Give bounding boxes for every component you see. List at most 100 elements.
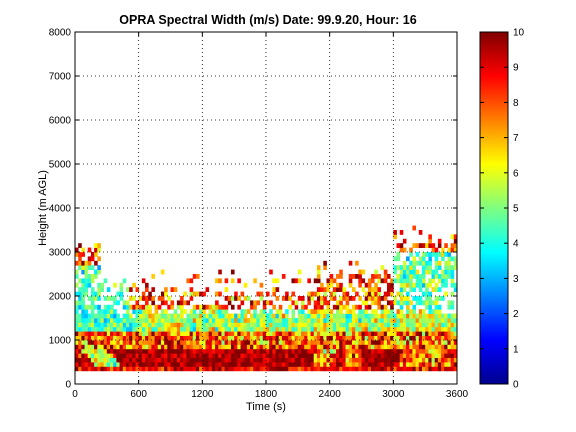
heatmap-cell: [90, 326, 95, 332]
heatmap-cell: [447, 326, 452, 332]
heatmap-cell: [447, 256, 452, 262]
heatmap-cell: [342, 318, 346, 323]
heatmap-cell: [291, 278, 296, 284]
heatmap-cell: [176, 366, 181, 372]
heatmap-cell: [355, 322, 359, 328]
heatmap-cell: [415, 331, 420, 336]
heatmap-cell: [415, 243, 420, 248]
heatmap-cell: [278, 304, 283, 310]
heatmap-cell: [418, 300, 423, 306]
heatmap-cell: [170, 362, 175, 367]
heatmap-cell: [199, 291, 203, 297]
heatmap-cell: [412, 348, 417, 354]
heatmap-cell: [97, 353, 101, 358]
heatmap-cell: [141, 313, 146, 319]
heatmap-cell: [269, 331, 273, 336]
heatmap-cell: [202, 353, 206, 358]
heatmap-cell: [227, 357, 232, 363]
heatmap-cell: [447, 362, 452, 367]
heatmap-cell: [253, 366, 257, 372]
heatmap-cell: [205, 335, 210, 341]
heatmap-cell: [390, 313, 394, 319]
heatmap-cell: [167, 362, 171, 367]
heatmap-cell: [374, 318, 378, 323]
heatmap-cell: [355, 304, 359, 310]
heatmap-cell: [339, 269, 343, 275]
heatmap-cell: [396, 322, 401, 328]
heatmap-cell: [94, 362, 98, 367]
colorbar-tick-label: 9: [513, 63, 519, 74]
heatmap-cell: [415, 269, 420, 275]
heatmap-cell: [425, 269, 429, 275]
heatmap-cell: [125, 287, 130, 292]
heatmap-cell: [441, 366, 445, 372]
heatmap-cell: [173, 331, 178, 336]
heatmap-cell: [230, 278, 235, 284]
heatmap-cell: [145, 326, 149, 332]
heatmap-cell: [78, 287, 82, 292]
heatmap-cell: [320, 304, 324, 310]
heatmap-cell: [418, 282, 423, 288]
heatmap-cell: [281, 366, 286, 372]
heatmap-cell: [307, 326, 311, 332]
heatmap-cell: [176, 326, 181, 332]
heatmap-cell: [329, 366, 334, 372]
heatmap-cell: [294, 366, 299, 372]
heatmap-cell: [313, 331, 318, 336]
heatmap-cell: [406, 300, 410, 306]
heatmap-cell: [301, 357, 305, 363]
heatmap-cell: [237, 296, 241, 301]
heatmap-cell: [285, 296, 289, 301]
heatmap-cell: [367, 357, 372, 363]
heatmap-cell: [285, 331, 289, 336]
heatmap-cell: [113, 362, 117, 367]
heatmap-cell: [129, 296, 133, 301]
heatmap-cell: [154, 322, 159, 328]
heatmap-cell: [173, 322, 178, 328]
heatmap-cell: [259, 313, 264, 319]
heatmap-cell: [434, 274, 439, 279]
heatmap-cell: [377, 344, 381, 350]
heatmap-cell: [259, 322, 264, 328]
heatmap-cell: [355, 313, 359, 319]
heatmap-cell: [176, 362, 181, 367]
heatmap-cell: [355, 318, 359, 323]
heatmap-cell: [192, 326, 197, 332]
heatmap-cell: [386, 300, 391, 306]
heatmap-cell: [444, 326, 448, 332]
heatmap-cell: [81, 340, 85, 345]
heatmap-cell: [170, 304, 175, 310]
heatmap-cell: [90, 300, 95, 306]
heatmap-cell: [441, 322, 445, 328]
heatmap-cell: [160, 362, 165, 367]
heatmap-cell: [291, 335, 296, 341]
heatmap-cell: [450, 366, 455, 372]
heatmap-cell: [250, 313, 254, 319]
heatmap-cell: [421, 291, 426, 297]
heatmap-cell: [253, 326, 257, 332]
heatmap-cell: [428, 252, 432, 257]
heatmap-cell: [297, 366, 302, 372]
heatmap-cell: [224, 348, 229, 354]
heatmap-cell: [90, 331, 95, 336]
heatmap-cell: [90, 362, 95, 367]
heatmap-cell: [396, 340, 401, 345]
heatmap-cell: [304, 304, 308, 310]
heatmap-cell: [100, 340, 105, 345]
heatmap-cell: [323, 309, 327, 314]
heatmap-cell: [151, 287, 155, 292]
heatmap-cell: [425, 260, 429, 266]
heatmap-cell: [141, 296, 146, 301]
heatmap-cell: [186, 331, 190, 336]
colorbar-tick-label: 6: [513, 168, 519, 179]
heatmap-cell: [367, 331, 372, 336]
heatmap-cell: [307, 331, 311, 336]
heatmap-cell: [170, 348, 175, 354]
heatmap-cell: [266, 362, 270, 367]
heatmap-cell: [145, 344, 149, 350]
heatmap-cell: [412, 357, 417, 363]
heatmap-cell: [192, 318, 197, 323]
heatmap-cell: [348, 357, 353, 363]
heatmap-cell: [122, 348, 127, 354]
